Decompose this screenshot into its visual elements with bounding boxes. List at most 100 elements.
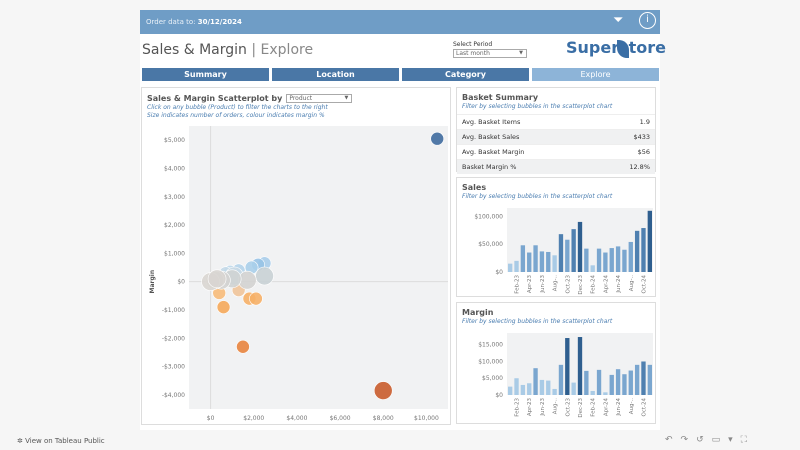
filter-icon[interactable]: ⏷ xyxy=(613,13,624,28)
bar[interactable] xyxy=(527,383,532,395)
y-tick-label: $4,000 xyxy=(164,165,185,172)
tab-explore[interactable]: Explore xyxy=(532,68,659,81)
bar[interactable] xyxy=(514,378,519,395)
bar[interactable] xyxy=(590,390,595,395)
bar[interactable] xyxy=(552,388,557,395)
bar[interactable] xyxy=(558,364,564,395)
logo-leaf-icon xyxy=(617,40,629,58)
x-tick-label: Apr-24 xyxy=(603,275,609,294)
bar[interactable] xyxy=(571,229,576,272)
bar[interactable] xyxy=(596,369,602,395)
bubble[interactable] xyxy=(430,131,445,146)
bar[interactable] xyxy=(641,361,646,395)
bar[interactable] xyxy=(615,369,621,395)
bar[interactable] xyxy=(615,246,621,272)
y-tick-label: $0 xyxy=(495,269,503,276)
fullscreen-icon[interactable]: ⛶ xyxy=(740,435,755,445)
revert-icon[interactable]: ↺ xyxy=(696,435,712,445)
y-tick-label: $15,000 xyxy=(478,342,503,349)
redo-icon[interactable]: ↷ xyxy=(680,435,697,445)
bar[interactable] xyxy=(641,228,646,272)
bar[interactable] xyxy=(514,260,519,272)
bar[interactable] xyxy=(520,384,526,395)
tableau-public-link[interactable]: ✲ View on Tableau Public xyxy=(17,437,105,445)
basket-row-value: $56 xyxy=(637,148,650,156)
bar[interactable] xyxy=(590,265,595,272)
bar[interactable] xyxy=(520,245,526,272)
sales-subtitle: Filter by selecting bubbles in the scatt… xyxy=(462,193,613,200)
x-tick-label: Feb-23 xyxy=(515,398,521,417)
bar[interactable] xyxy=(527,252,532,272)
y-tick-label: $2,000 xyxy=(164,222,185,229)
x-tick-label: Oct-23 xyxy=(565,398,571,417)
bar[interactable] xyxy=(558,234,564,272)
dashboard: Order data to: 30/12/2024 ⏷ i Sales & Ma… xyxy=(140,10,666,430)
bubble[interactable] xyxy=(249,291,263,306)
info-icon[interactable]: i xyxy=(639,12,656,29)
bar[interactable] xyxy=(609,374,614,395)
bubble[interactable] xyxy=(373,381,393,400)
basket-row-label: Avg. Basket Sales xyxy=(462,133,520,141)
bar[interactable] xyxy=(546,251,551,272)
basket-row: Avg. Basket Margin $56 xyxy=(457,144,655,159)
bar[interactable] xyxy=(634,230,640,272)
x-tick-label: $6,000 xyxy=(330,415,351,422)
bar[interactable] xyxy=(647,364,652,395)
tab-location[interactable]: Location xyxy=(272,68,399,81)
undo-icon[interactable]: ↶ xyxy=(665,435,681,445)
x-tick-label: Jun-23 xyxy=(540,275,546,294)
x-tick-label: Feb-24 xyxy=(591,275,597,294)
bar[interactable] xyxy=(609,248,614,272)
x-tick-label: Apr-24 xyxy=(603,398,609,417)
bar[interactable] xyxy=(622,374,627,395)
bar[interactable] xyxy=(634,364,640,395)
bar[interactable] xyxy=(565,338,570,395)
tab-summary[interactable]: Summary xyxy=(142,68,269,81)
basket-row: Avg. Basket Sales $433 xyxy=(457,129,655,144)
bar[interactable] xyxy=(508,386,513,395)
bar[interactable] xyxy=(571,382,576,395)
bubble[interactable] xyxy=(255,266,274,286)
bar[interactable] xyxy=(622,249,627,272)
bubble[interactable] xyxy=(236,339,250,354)
bar[interactable] xyxy=(628,370,633,395)
bar[interactable] xyxy=(533,245,538,272)
period-dropdown[interactable]: Last month ▼ xyxy=(453,49,527,58)
bar[interactable] xyxy=(552,255,557,272)
bar[interactable] xyxy=(584,370,589,395)
tab-category[interactable]: Category xyxy=(402,68,529,81)
bar[interactable] xyxy=(533,368,538,395)
bar[interactable] xyxy=(596,248,602,272)
basket-subtitle: Filter by selecting bubbles in the scatt… xyxy=(462,103,613,110)
bubble[interactable] xyxy=(216,300,231,314)
margin-panel: Margin Filter by selecting bubbles in th… xyxy=(456,302,656,424)
bar[interactable] xyxy=(584,248,589,272)
bar[interactable] xyxy=(546,380,551,395)
bar[interactable] xyxy=(647,210,652,272)
bar[interactable] xyxy=(539,379,545,395)
basket-row-value: $433 xyxy=(633,133,650,141)
bar[interactable] xyxy=(508,263,513,272)
bubble[interactable] xyxy=(207,269,227,289)
bar[interactable] xyxy=(603,392,608,395)
sales-bar-chart[interactable]: $100,000 $50,000 $0 Feb-23 Apr-23 Jun-23 Aug-.… xyxy=(457,206,655,296)
scatter-chart[interactable]: $5,000 $4,000 $3,000 $2,000 $1,000 $0 -$1,000 -… xyxy=(142,124,450,424)
y-tick-label: $3,000 xyxy=(164,194,185,201)
x-tick-label: Aug-.. xyxy=(629,275,635,291)
margin-subtitle: Filter by selecting bubbles in the scatt… xyxy=(462,318,613,325)
bar[interactable] xyxy=(577,221,583,272)
dimension-dropdown[interactable]: Product ▼ xyxy=(286,94,353,103)
logo: Superstore xyxy=(566,38,667,57)
order-date: 30/12/2024 xyxy=(197,18,242,26)
scatter-panel: Sales & Margin Scatterplot by Product ▼ C… xyxy=(141,87,451,425)
margin-bar-chart[interactable]: $15,000 $10,000 $5,000 $0 Feb-23 Apr-23 Jun-23… xyxy=(457,331,655,423)
bar[interactable] xyxy=(539,251,545,272)
bar[interactable] xyxy=(565,239,570,272)
y-tick-label: -$1,000 xyxy=(162,307,185,314)
bar[interactable] xyxy=(628,241,633,272)
share-icon[interactable]: ▭▾ xyxy=(711,435,741,445)
y-tick-label: $5,000 xyxy=(164,137,185,144)
bar[interactable] xyxy=(577,337,583,395)
order-date-label: Order data to: xyxy=(146,18,196,26)
bar[interactable] xyxy=(603,252,608,272)
